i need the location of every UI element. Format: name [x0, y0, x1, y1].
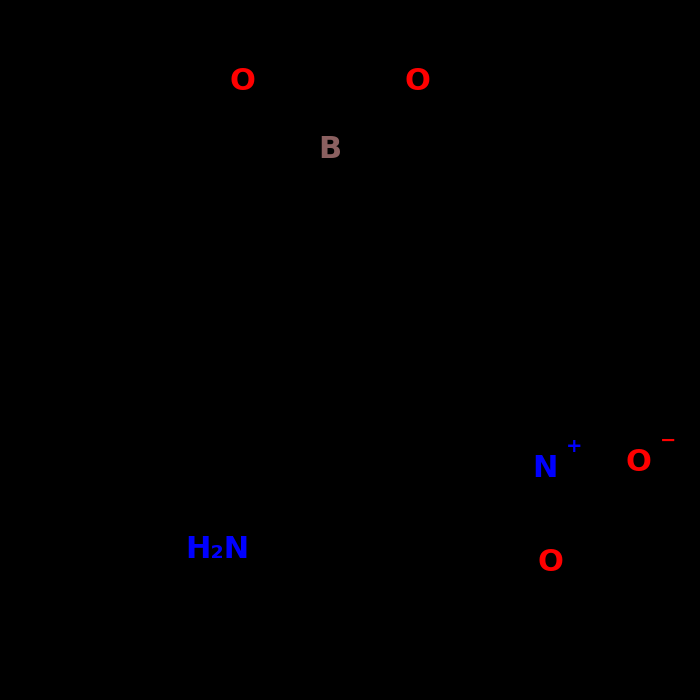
Text: O: O	[538, 548, 564, 577]
Circle shape	[522, 447, 566, 491]
Circle shape	[183, 515, 253, 585]
Text: O: O	[625, 448, 651, 477]
Circle shape	[531, 542, 570, 582]
Text: −: −	[660, 431, 676, 450]
Text: O: O	[405, 66, 430, 96]
Text: O: O	[230, 66, 256, 96]
Text: N: N	[532, 454, 557, 483]
Text: +: +	[566, 438, 583, 456]
Circle shape	[308, 128, 352, 172]
Circle shape	[618, 442, 658, 482]
Circle shape	[223, 62, 262, 102]
Circle shape	[398, 62, 438, 102]
Text: H₂N: H₂N	[186, 536, 250, 564]
Text: B: B	[318, 136, 342, 164]
